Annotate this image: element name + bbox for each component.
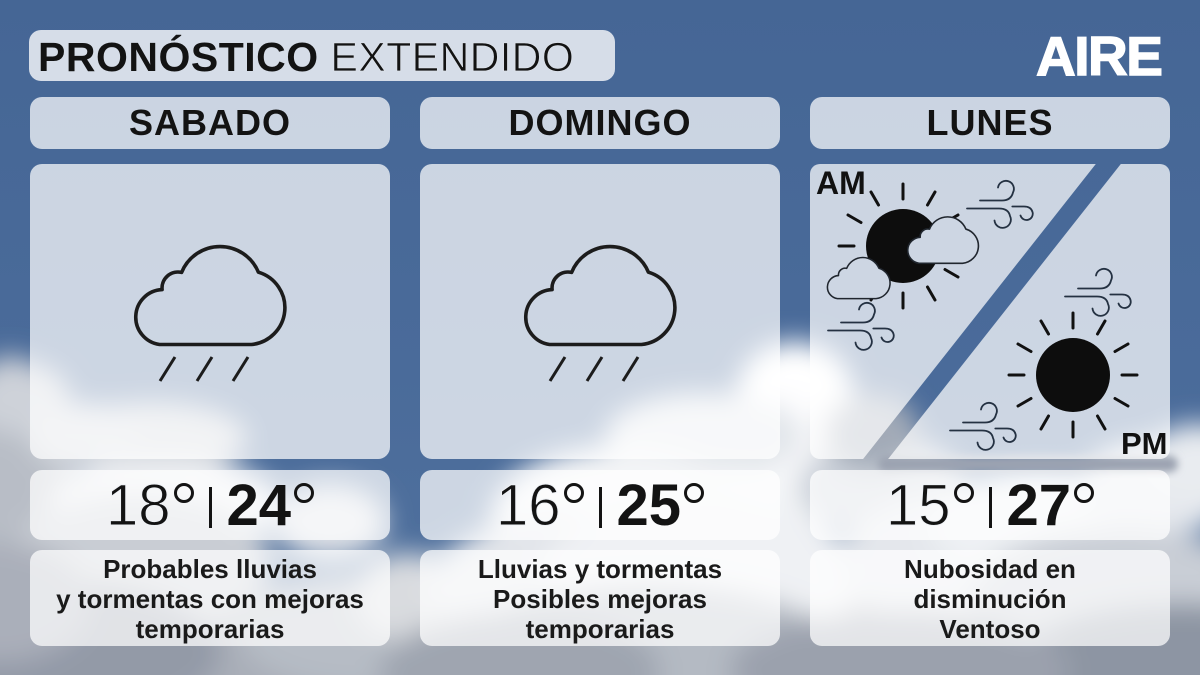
svg-text:PM: PM: [1121, 426, 1168, 459]
svg-text:AM: AM: [816, 165, 866, 201]
